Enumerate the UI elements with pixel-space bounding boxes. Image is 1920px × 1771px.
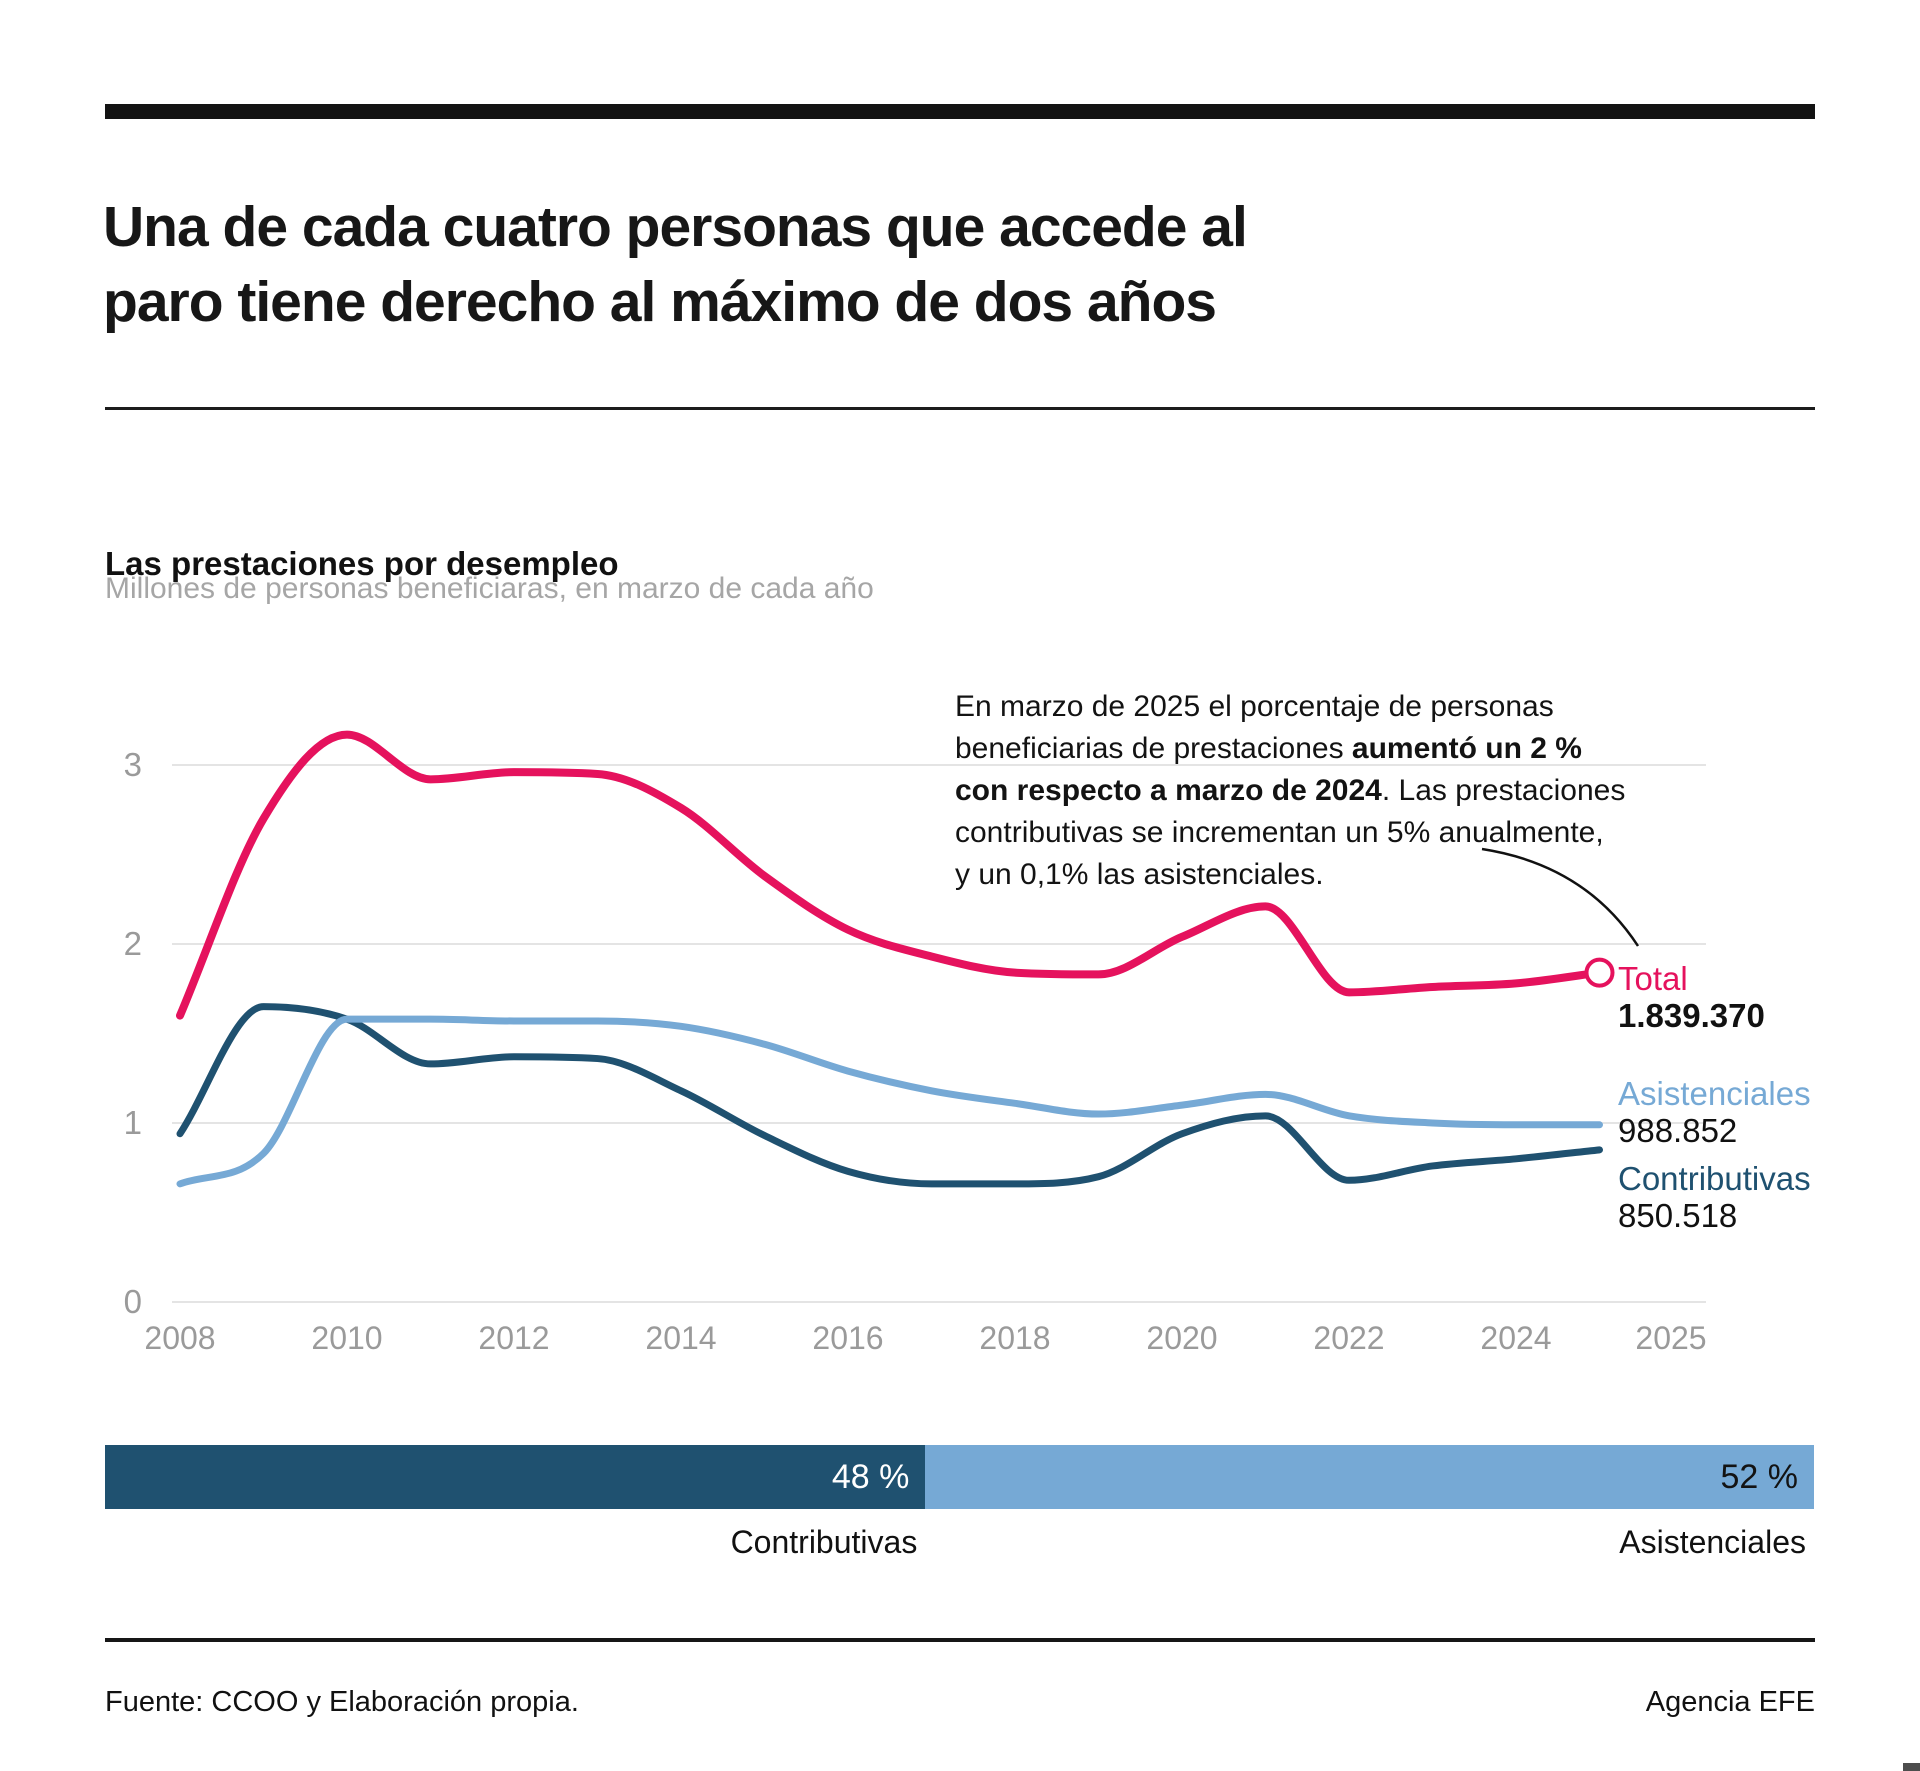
series-value-total: 1.839.370 [1618, 997, 1765, 1034]
x-tick-2008: 2008 [144, 1320, 216, 1356]
stacked-bar-labels: Contributivas Asistenciales [105, 1524, 1814, 1561]
x-tick-2025: 2025 [1635, 1320, 1707, 1356]
bar-segment-label-contributivas: Contributivas [730, 1524, 918, 1560]
x-tick-2018: 2018 [979, 1320, 1051, 1356]
footer-divider [105, 1638, 1815, 1642]
bar-segment-asistenciales: 52 % [925, 1445, 1814, 1509]
series-label-contributivas: Contributivas [1618, 1160, 1811, 1197]
y-tick-0: 0 [123, 1283, 142, 1320]
title-divider [105, 407, 1815, 410]
x-tick-2016: 2016 [812, 1320, 884, 1356]
chart-annotation: En marzo de 2025 el porcentaje de person… [955, 686, 1755, 896]
credit-text: Agencia EFE [1645, 1686, 1815, 1718]
y-tick-2: 2 [123, 925, 142, 962]
corner-mark [1903, 1763, 1920, 1771]
bar-segment-label-asistenciales: Asistenciales [1619, 1524, 1806, 1560]
x-tick-2014: 2014 [645, 1320, 717, 1356]
x-tick-2022: 2022 [1313, 1320, 1385, 1356]
chart-subtitle: Millones de personas beneficiaras, en ma… [105, 572, 874, 605]
series-label-total: Total [1618, 960, 1688, 997]
bar-segment-contributivas: 48 % [105, 1445, 926, 1509]
annotation-segment-0: En marzo de 2025 el porcentaje de person… [955, 690, 1554, 765]
series-label-asistenciales: Asistenciales [1618, 1075, 1811, 1112]
series-line-contributivas [176, 1003, 1603, 1188]
annotation-segment-2: . Las prestaciones contributivas se incr… [955, 774, 1626, 891]
bar-segment-value: 48 % [831, 1457, 910, 1496]
series-line-asistenciales [176, 1015, 1603, 1188]
chart-title: Las prestaciones por desempleo [105, 545, 619, 583]
stacked-percentage-bar: 48 % 52 % [105, 1445, 1814, 1509]
x-tick-2010: 2010 [311, 1320, 383, 1356]
series-value-contributivas: 850.518 [1618, 1197, 1738, 1234]
bar-segment-value: 52 % [1720, 1457, 1798, 1496]
x-tick-2024: 2024 [1480, 1320, 1552, 1356]
series-value-asistenciales: 988.852 [1618, 1112, 1738, 1149]
top-accent-bar [105, 104, 1815, 119]
y-tick-3: 3 [123, 746, 142, 783]
annotation-segment-1: aumentó un 2 % con respecto a marzo de 2… [955, 732, 1582, 807]
y-tick-1: 1 [123, 1104, 142, 1141]
page-title: Una de cada cuatro personas que accede a… [103, 195, 1248, 335]
x-tick-2020: 2020 [1146, 1320, 1218, 1356]
source-text: Fuente: CCOO y Elaboración propia. [105, 1686, 579, 1718]
x-tick-2012: 2012 [478, 1320, 550, 1356]
series-end-marker-total [1584, 957, 1615, 988]
